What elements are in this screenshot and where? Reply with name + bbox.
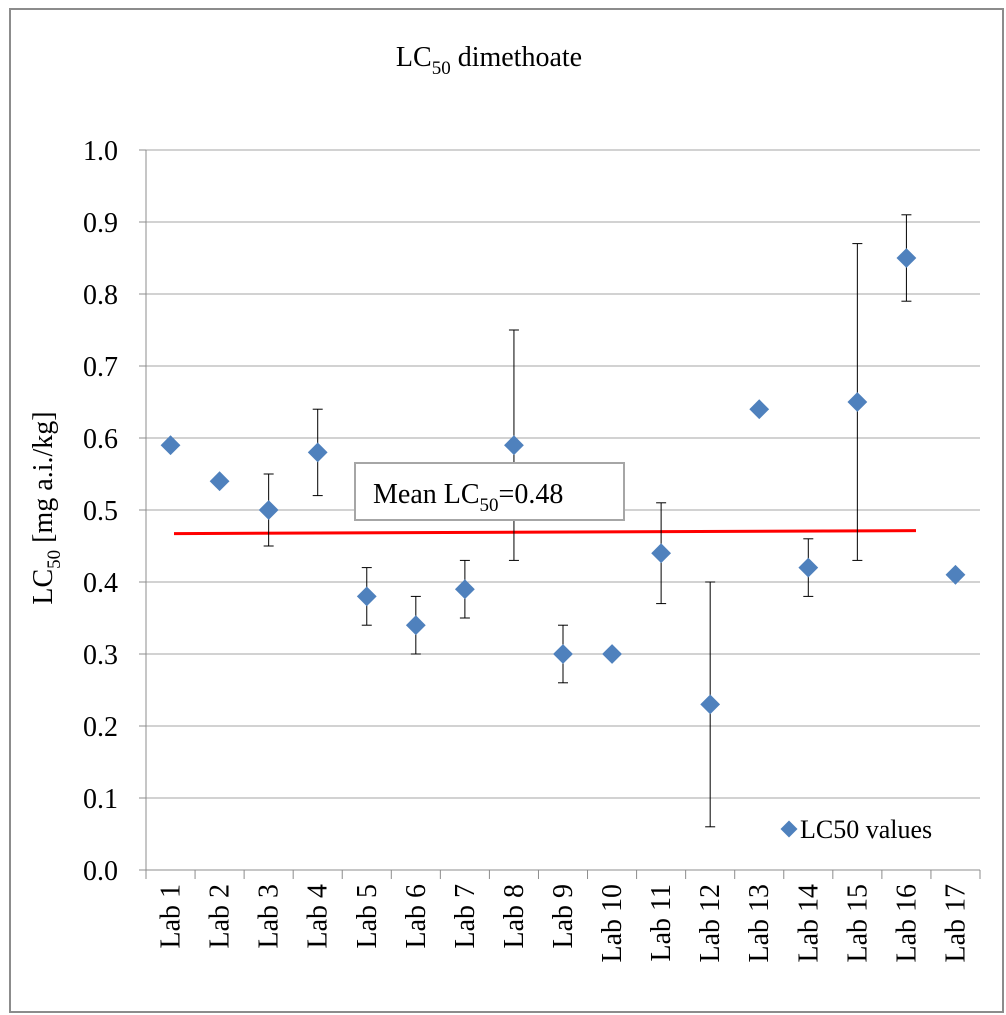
mean-line-group — [173, 529, 917, 536]
x-tick-labels: Lab 1 Lab 2 Lab 3 Lab 4 Lab 5 Lab 6 Lab 7 Lab 8… — [156, 884, 972, 963]
x-tick-label: Lab 5 — [352, 884, 383, 949]
annotation-main: Mean LC — [373, 479, 480, 510]
legend: LC50 values — [780, 815, 932, 844]
y-tick-label: 0.9 — [83, 208, 118, 239]
x-tick-label: Lab 10 — [597, 884, 628, 963]
x-tick-label: Lab 13 — [744, 884, 775, 963]
x-tick-label: Lab 17 — [940, 884, 971, 963]
y-axis-label: LC50 [mg a.i./kg] — [28, 411, 65, 604]
title-main: LC — [396, 42, 432, 73]
data-point — [798, 557, 819, 578]
y-tick-label: 0.3 — [83, 640, 118, 671]
annotation-rest: =0.48 — [499, 479, 564, 510]
y-tick-label: 0.0 — [83, 856, 118, 887]
x-tick-label: Lab 3 — [254, 884, 285, 949]
y-tick-label: 0.1 — [83, 784, 118, 815]
legend-marker — [780, 820, 798, 838]
y-tick-label: 0.2 — [83, 712, 118, 743]
y-tick-label: 0.8 — [83, 280, 118, 311]
mean-line — [173, 529, 917, 536]
data-point — [700, 694, 721, 715]
y-tick-label: 0.6 — [83, 424, 118, 455]
data-point — [651, 543, 672, 564]
data-point — [356, 586, 377, 607]
data-point — [209, 471, 230, 492]
gridlines — [139, 149, 981, 879]
annotation-box — [354, 462, 625, 521]
ylabel-rest: [mg a.i./kg] — [28, 411, 59, 549]
x-tick-label: Lab 6 — [401, 884, 432, 949]
x-tick-label: Lab 2 — [205, 884, 236, 949]
data-point — [553, 644, 573, 664]
x-tick-label: Lab 16 — [891, 884, 922, 963]
legend-label: LC50 values — [800, 815, 932, 844]
title-rest: dimethoate — [451, 42, 582, 73]
mean-annotation: Mean LC50=0.48 — [354, 462, 625, 521]
x-tick-label: Lab 12 — [695, 884, 726, 963]
annotation-subscript: 50 — [480, 495, 499, 516]
ylabel-main: LC — [28, 569, 59, 605]
data-point — [749, 399, 770, 420]
y-tick-label: 1.0 — [83, 136, 118, 167]
y-tick-label: 0.5 — [83, 496, 118, 527]
x-tick-label: Lab 4 — [303, 884, 334, 949]
data-point — [405, 615, 426, 636]
data-point — [258, 500, 279, 520]
x-tick-label: Lab 9 — [548, 884, 579, 949]
title-subscript: 50 — [432, 58, 451, 79]
y-tick-labels: 0.0 0.1 0.2 0.3 0.4 0.5 0.6 0.7 0.8 0.9 1.0 — [83, 136, 118, 887]
data-point — [602, 644, 622, 664]
data-point — [896, 248, 917, 268]
x-tick-label: Lab 7 — [450, 884, 481, 949]
annotation-text: Mean LC50=0.48 — [373, 479, 563, 516]
x-tick-label: Lab 1 — [156, 884, 187, 949]
data-point — [307, 442, 328, 463]
data-point — [847, 392, 868, 412]
x-tick-label: Lab 14 — [793, 884, 824, 963]
ylabel-subscript: 50 — [44, 550, 65, 569]
x-tick-label: Lab 15 — [842, 884, 873, 963]
y-tick-label: 0.4 — [83, 568, 118, 599]
x-tick-label: Lab 11 — [646, 884, 677, 962]
data-point — [160, 435, 181, 456]
y-tick-label: 0.7 — [83, 352, 118, 383]
x-tick-label: Lab 8 — [499, 884, 530, 949]
chart-title: LC50 dimethoate — [396, 42, 582, 79]
